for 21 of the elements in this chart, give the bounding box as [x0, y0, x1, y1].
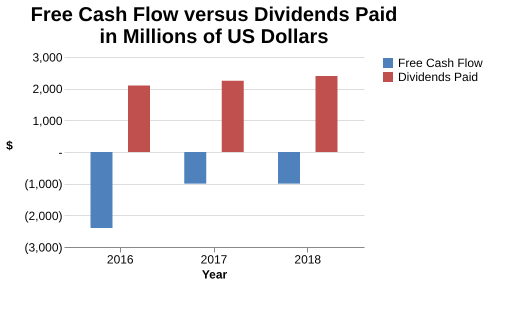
y-tick-label: (3,000)	[24, 240, 62, 254]
bar	[222, 80, 244, 152]
y-tick-label: 2,000	[32, 82, 63, 96]
bar	[128, 86, 150, 152]
y-tick-label: (1,000)	[24, 177, 62, 192]
bar	[184, 152, 206, 184]
y-tick-label: 1,000	[32, 114, 63, 128]
x-tick-label: 2017	[200, 252, 228, 266]
y-axis-title: $	[6, 138, 14, 152]
x-axis-title: Year	[202, 268, 228, 282]
chart-title: Free Cash Flow versus Dividends Paid in Millions of US Dollars	[30, 4, 398, 48]
y-tick-label: (2,000)	[24, 208, 62, 223]
legend-label: Dividends Paid	[398, 70, 478, 84]
bar	[316, 76, 338, 152]
bar	[278, 152, 300, 184]
y-tick-label: -	[58, 146, 62, 160]
x-tick-label: 2016	[106, 252, 134, 266]
bar	[90, 152, 112, 228]
x-tick-label: 2018	[294, 252, 322, 266]
y-tick-label: 3,000	[32, 50, 63, 64]
legend-label: Free Cash Flow	[398, 56, 484, 70]
